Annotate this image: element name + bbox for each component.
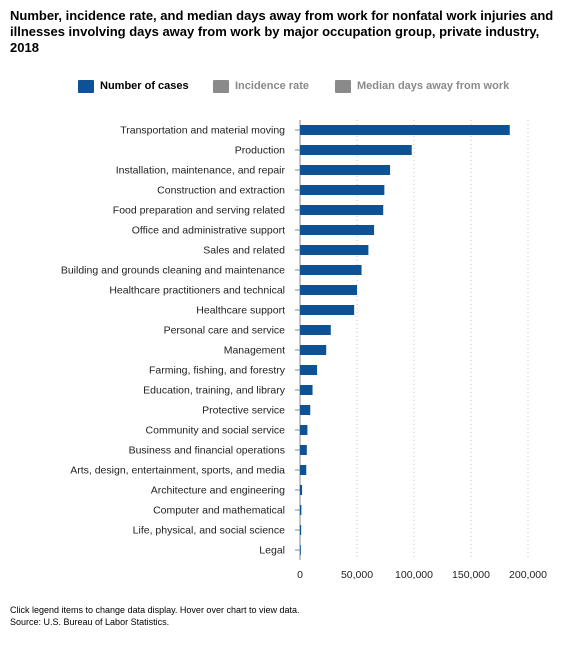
- bar[interactable]: [300, 425, 308, 435]
- category-label: Computer and mathematical: [153, 505, 285, 517]
- bar[interactable]: [300, 405, 311, 415]
- bar[interactable]: [300, 365, 318, 375]
- category-label: Legal: [259, 545, 285, 557]
- bar[interactable]: [300, 445, 307, 455]
- bar[interactable]: [300, 305, 355, 315]
- category-label: Arts, design, entertainment, sports, and…: [70, 465, 285, 477]
- legend-label-median-days: Median days away from work: [357, 80, 510, 92]
- legend-swatch-incidence-rate: [213, 79, 229, 93]
- bar[interactable]: [300, 125, 510, 135]
- legend-swatch-number-of-cases: [78, 79, 94, 93]
- bar[interactable]: [300, 285, 357, 295]
- category-label: Production: [235, 145, 285, 157]
- footer-note: Click legend items to change data displa…: [10, 605, 300, 615]
- chart-title: Number, incidence rate, and median days …: [10, 8, 554, 55]
- category-label: Installation, maintenance, and repair: [116, 165, 286, 177]
- category-label: Office and administrative support: [132, 225, 285, 237]
- category-label: Transportation and material moving: [120, 125, 285, 137]
- bar[interactable]: [300, 165, 391, 175]
- bar[interactable]: [300, 545, 301, 555]
- x-tick-label: 200,000: [509, 569, 547, 581]
- category-label: Healthcare practitioners and technical: [109, 285, 285, 297]
- category-label: Business and financial operations: [129, 445, 285, 457]
- bar[interactable]: [300, 225, 375, 235]
- legend: Number of cases Incidence rate Median da…: [0, 78, 580, 94]
- bar[interactable]: [300, 345, 327, 355]
- bar[interactable]: [300, 245, 369, 255]
- category-label: Life, physical, and social science: [133, 525, 285, 537]
- bar[interactable]: [300, 485, 303, 495]
- category-label: Protective service: [202, 405, 285, 417]
- category-label: Architecture and engineering: [151, 485, 285, 497]
- category-label: Food preparation and serving related: [113, 205, 285, 217]
- category-label: Farming, fishing, and forestry: [149, 365, 286, 377]
- category-label: Personal care and service: [164, 325, 286, 337]
- x-tick-label: 100,000: [395, 569, 433, 581]
- bar[interactable]: [300, 265, 362, 275]
- category-label: Healthcare support: [196, 305, 285, 317]
- legend-label-incidence-rate: Incidence rate: [235, 80, 309, 92]
- category-label: Sales and related: [203, 245, 285, 257]
- bar[interactable]: [300, 325, 331, 335]
- bar[interactable]: [300, 185, 385, 195]
- footer: Click legend items to change data displa…: [10, 604, 299, 628]
- footer-source: Source: U.S. Bureau of Labor Statistics.: [10, 617, 170, 627]
- x-tick-label: 0: [297, 569, 303, 581]
- legend-item-number-of-cases[interactable]: Number of cases: [78, 78, 189, 94]
- category-label: Management: [224, 345, 285, 357]
- legend-swatch-median-days: [335, 79, 351, 93]
- legend-item-median-days[interactable]: Median days away from work: [335, 78, 509, 94]
- bar[interactable]: [300, 205, 384, 215]
- legend-label-number-of-cases: Number of cases: [100, 80, 189, 92]
- category-label: Building and grounds cleaning and mainte…: [61, 265, 285, 277]
- bar[interactable]: [300, 385, 313, 395]
- bar[interactable]: [300, 525, 302, 535]
- category-label: Community and social service: [146, 425, 286, 437]
- x-tick-label: 50,000: [341, 569, 373, 581]
- category-label: Education, training, and library: [143, 385, 286, 397]
- bar[interactable]: [300, 505, 302, 515]
- legend-item-incidence-rate[interactable]: Incidence rate: [213, 78, 309, 94]
- bar[interactable]: [300, 465, 307, 475]
- category-label: Construction and extraction: [157, 185, 285, 197]
- bar[interactable]: [300, 145, 412, 155]
- x-tick-label: 150,000: [452, 569, 490, 581]
